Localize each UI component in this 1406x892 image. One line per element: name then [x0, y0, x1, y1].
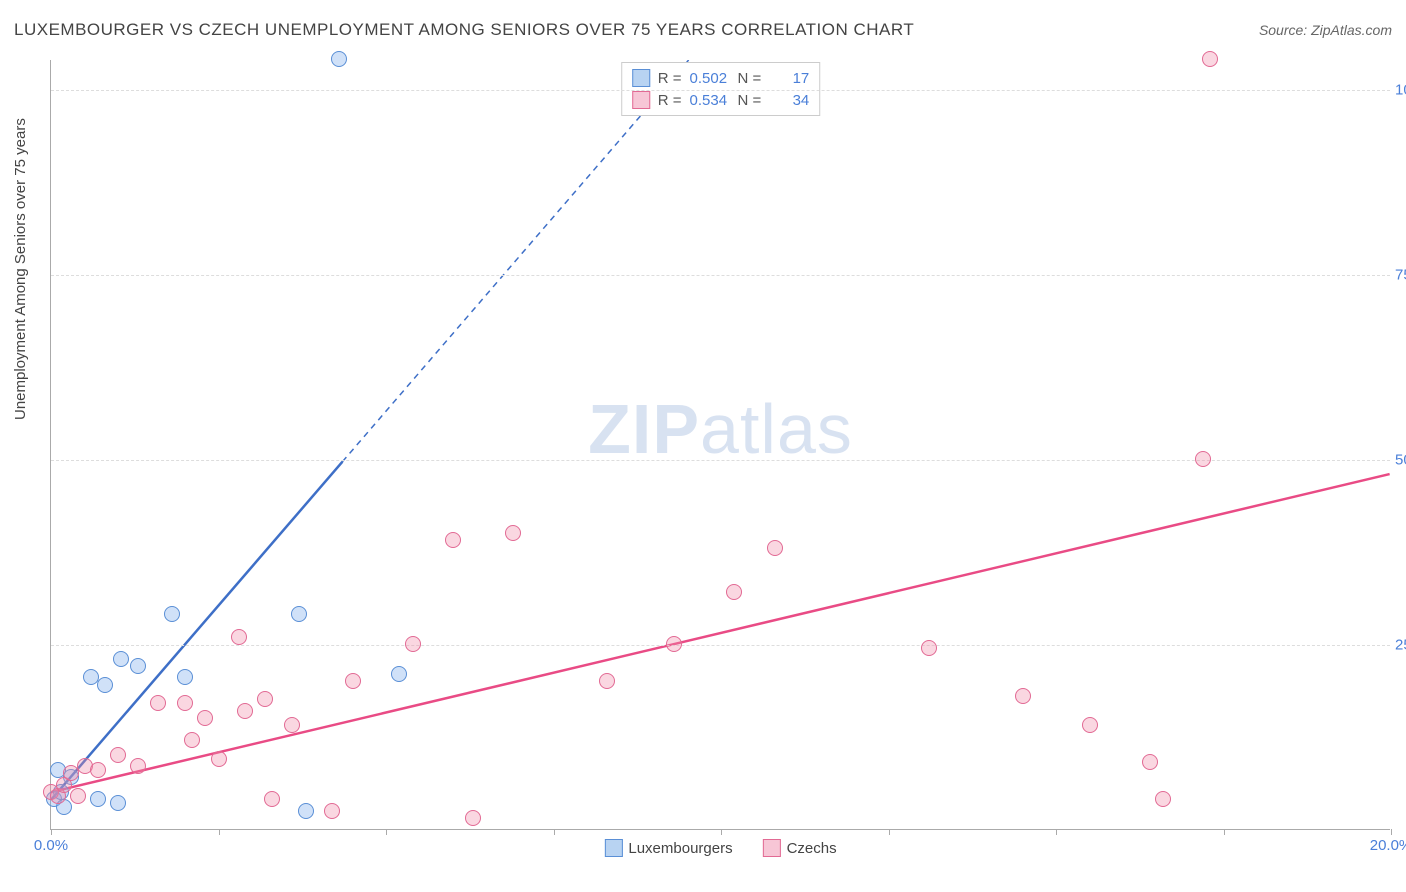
y-tick-label: 100.0%: [1395, 81, 1406, 98]
data-point: [150, 695, 166, 711]
data-point: [921, 640, 937, 656]
legend-swatch: [604, 839, 622, 857]
data-point: [113, 651, 129, 667]
data-point: [599, 673, 615, 689]
x-tick: [889, 829, 890, 835]
data-point: [237, 703, 253, 719]
legend-swatch: [763, 839, 781, 857]
data-point: [70, 788, 86, 804]
data-point: [391, 666, 407, 682]
data-point: [505, 525, 521, 541]
x-tick: [1391, 829, 1392, 835]
y-tick-label: 75.0%: [1395, 266, 1406, 283]
data-point: [231, 629, 247, 645]
data-point: [197, 710, 213, 726]
data-point: [726, 584, 742, 600]
gridline: [51, 645, 1390, 646]
legend-r-label: R =: [658, 92, 682, 109]
data-point: [1082, 717, 1098, 733]
y-axis-label: Unemployment Among Seniors over 75 years: [12, 118, 29, 420]
legend-series-item: Czechs: [763, 839, 837, 857]
legend-n-value: 17: [769, 70, 809, 87]
chart-title: LUXEMBOURGER VS CZECH UNEMPLOYMENT AMONG…: [14, 20, 914, 40]
legend-n-label: N =: [738, 92, 762, 109]
x-tick: [1224, 829, 1225, 835]
data-point: [257, 691, 273, 707]
legend-swatch: [632, 91, 650, 109]
y-tick-label: 50.0%: [1395, 451, 1406, 468]
legend-r-label: R =: [658, 70, 682, 87]
x-tick: [554, 829, 555, 835]
legend-n-label: N =: [738, 70, 762, 87]
data-point: [465, 810, 481, 826]
source-attribution: Source: ZipAtlas.com: [1259, 22, 1392, 38]
gridline: [51, 275, 1390, 276]
legend-n-value: 34: [769, 92, 809, 109]
data-point: [666, 636, 682, 652]
x-tick: [721, 829, 722, 835]
data-point: [90, 762, 106, 778]
data-point: [110, 747, 126, 763]
data-point: [264, 791, 280, 807]
watermark: ZIPatlas: [588, 389, 853, 469]
data-point: [130, 758, 146, 774]
x-tick: [219, 829, 220, 835]
legend-stat-row: R = 0.502 N = 17: [632, 67, 810, 89]
data-point: [298, 803, 314, 819]
data-point: [284, 717, 300, 733]
data-point: [130, 658, 146, 674]
x-tick-label: 0.0%: [34, 837, 68, 854]
data-point: [110, 795, 126, 811]
gridline: [51, 460, 1390, 461]
gridline: [51, 90, 1390, 91]
data-point: [184, 732, 200, 748]
trend-line-solid: [51, 462, 342, 800]
data-point: [331, 51, 347, 67]
data-point: [1155, 791, 1171, 807]
data-point: [90, 791, 106, 807]
legend-r-value: 0.502: [690, 70, 730, 87]
data-point: [1202, 51, 1218, 67]
legend-stat-row: R = 0.534 N = 34: [632, 89, 810, 111]
data-point: [164, 606, 180, 622]
data-point: [211, 751, 227, 767]
x-tick: [386, 829, 387, 835]
x-tick-label: 20.0%: [1370, 837, 1406, 854]
data-point: [1195, 451, 1211, 467]
data-point: [405, 636, 421, 652]
data-point: [97, 677, 113, 693]
data-point: [177, 669, 193, 685]
series-legend: Luxembourgers Czechs: [604, 839, 836, 857]
legend-series-label: Czechs: [787, 840, 837, 857]
data-point: [345, 673, 361, 689]
data-point: [177, 695, 193, 711]
plot-area: ZIPatlas R =0.502N =17R =0.534N =34 Luxe…: [50, 60, 1390, 830]
legend-series-label: Luxembourgers: [628, 840, 732, 857]
data-point: [767, 540, 783, 556]
data-point: [324, 803, 340, 819]
legend-swatch: [632, 69, 650, 87]
x-tick: [51, 829, 52, 835]
data-point: [291, 606, 307, 622]
legend-r-value: 0.534: [690, 92, 730, 109]
x-tick: [1056, 829, 1057, 835]
y-tick-label: 25.0%: [1395, 636, 1406, 653]
data-point: [1015, 688, 1031, 704]
trend-line-solid: [51, 474, 1389, 792]
data-point: [445, 532, 461, 548]
data-point: [1142, 754, 1158, 770]
trend-line-dashed: [342, 60, 688, 462]
legend-series-item: Luxembourgers: [604, 839, 732, 857]
